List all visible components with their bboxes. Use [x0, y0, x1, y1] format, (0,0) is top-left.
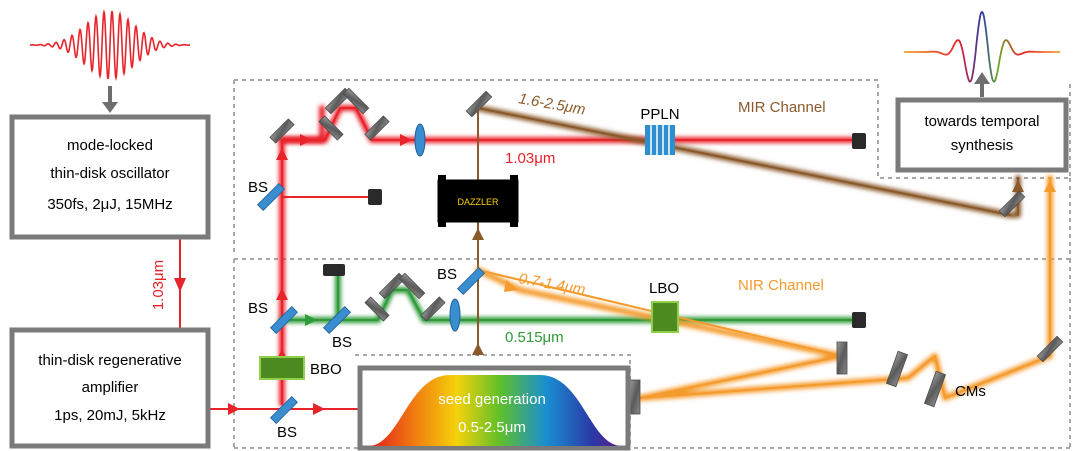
oscillator-line3: 350fs, 2μJ, 15MHz	[47, 196, 172, 213]
oscillator-block: mode-locked thin-disk oscillator 350fs, …	[9, 114, 211, 240]
bs-bottom-label: BS	[277, 424, 297, 441]
ppln-crystal	[645, 125, 675, 155]
seed-generation-block: seed generation 0.5-2.5μm	[357, 365, 631, 451]
beam-dump-mir	[852, 133, 866, 149]
beam-dumps	[323, 133, 866, 328]
pump-vertical-wavelength-label: 1.03μm	[150, 260, 167, 310]
synthesis-arrowhead-icon	[974, 72, 990, 84]
synthesis-block: towards temporal synthesis	[895, 97, 1069, 173]
seed-line1: seed generation	[438, 391, 546, 408]
synthesis-line1: towards temporal	[924, 113, 1039, 130]
oscillator-arrowhead-icon	[102, 102, 118, 113]
beam-dump-green-top	[323, 264, 345, 276]
nir-channel-label: NIR Channel	[738, 277, 824, 294]
oscillator-line1: mode-locked	[67, 137, 153, 154]
green-wavelength-label: 0.515μm	[505, 329, 564, 346]
beam-splitters	[256, 182, 486, 425]
mir-wavelength-label: 1.6-2.5μm	[517, 90, 586, 118]
ppln-label: PPLN	[640, 106, 679, 123]
oscillator-pulse-icon	[30, 8, 190, 82]
lenses	[414, 123, 461, 332]
amplifier-line1: thin-disk regenerative	[38, 352, 181, 369]
mirrors	[269, 87, 1064, 415]
beam-dump-upper-bs	[368, 189, 382, 205]
lens-nir	[449, 298, 461, 332]
bbo-crystal	[259, 356, 305, 380]
dazzler: DAZZLER	[437, 175, 519, 227]
seed-line2: 0.5-2.5μm	[458, 419, 526, 436]
beam-dump-green	[852, 312, 866, 328]
lbo-crystal	[651, 301, 679, 333]
synthesis-line2: synthesis	[951, 137, 1014, 154]
bbo-label: BBO	[310, 361, 342, 378]
mir-channel-label: MIR Channel	[738, 99, 826, 116]
amplifier-line3: 1ps, 20mJ, 5kHz	[54, 407, 166, 424]
bs-nir-label: BS	[437, 266, 457, 283]
bs-mid-label: BS	[248, 300, 268, 317]
oscillator-line2: thin-disk oscillator	[50, 165, 169, 182]
pump-wavelength-label: 1.03μm	[505, 150, 555, 167]
bs-green-label: BS	[332, 334, 352, 351]
amplifier-block: thin-disk regenerative amplifier 1ps, 20…	[9, 327, 211, 449]
lens-mir	[414, 123, 426, 157]
lbo-label: LBO	[649, 280, 679, 297]
cms-label: CMs	[955, 383, 986, 400]
bs-upper-label: BS	[248, 179, 268, 196]
synthesized-pulse-icon	[904, 10, 1060, 83]
amplifier-line2: amplifier	[82, 379, 139, 396]
dazzler-label: DAZZLER	[457, 197, 499, 207]
